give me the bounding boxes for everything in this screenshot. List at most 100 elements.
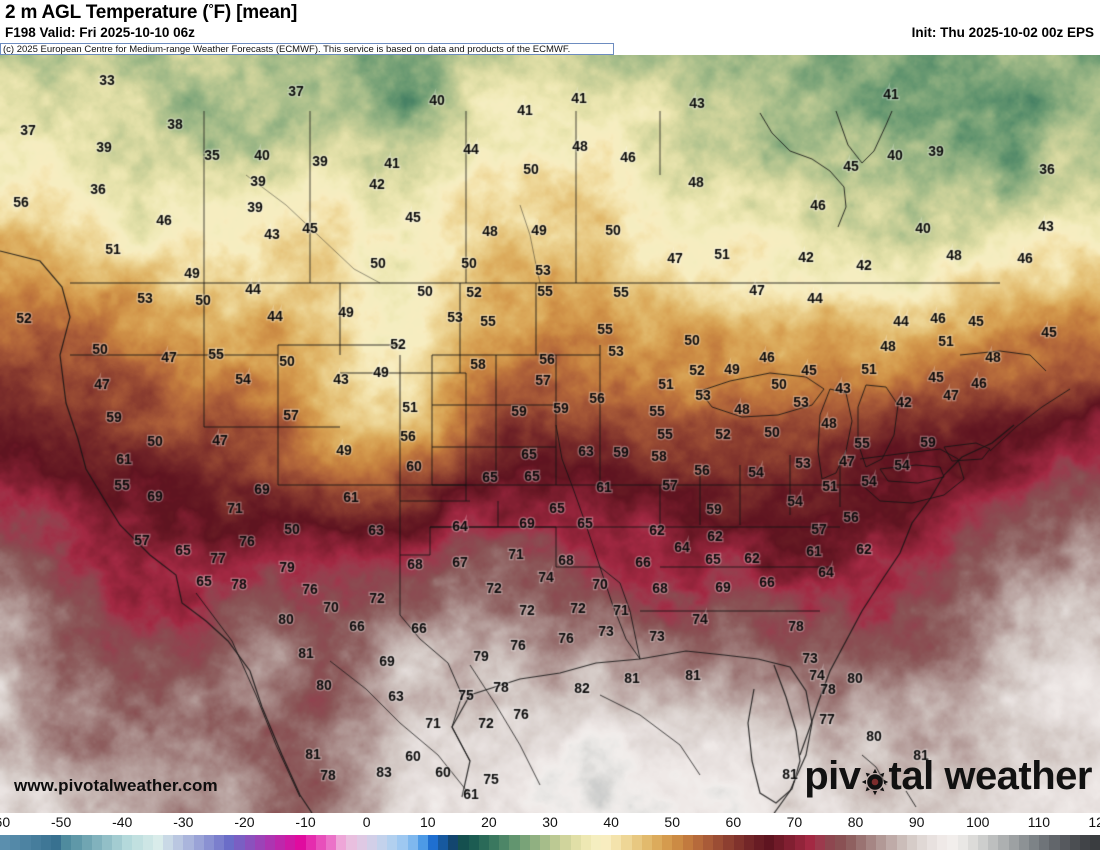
colorbar-swatch: [275, 835, 286, 850]
colorbar-swatch: [896, 835, 907, 850]
colorbar-swatch: [906, 835, 917, 850]
colorbar-swatch: [336, 835, 347, 850]
colorbar-swatch: [305, 835, 316, 850]
colorbar-swatch: [478, 835, 489, 850]
contour-value-labels: [0, 55, 1100, 813]
colorbar-swatch: [499, 835, 510, 850]
colorbar-swatch: [468, 835, 479, 850]
colorbar-swatch: [346, 835, 357, 850]
colorbar-swatch: [845, 835, 856, 850]
colorbar-swatch: [672, 835, 683, 850]
colorbar-swatch: [213, 835, 225, 850]
colorbar-tick-label: 60: [725, 814, 742, 830]
colorbar-tick-label: 20: [481, 814, 497, 830]
colorbar-swatch: [998, 835, 1009, 850]
colorbar-swatch: [631, 835, 642, 850]
colorbar-swatch: [30, 835, 41, 850]
colorbar-swatch: [193, 835, 204, 850]
colorbar-swatch: [753, 835, 765, 850]
valid-time-label: F198 Valid: Fri 2025-10-10 06z: [5, 25, 195, 40]
colorbar-swatch: [376, 835, 388, 850]
colorbar-swatch: [947, 835, 958, 850]
colorbar-swatch: [326, 835, 337, 850]
colorbar-swatch: [927, 835, 938, 850]
colorbar-swatch: [61, 835, 72, 850]
colorbar-swatch: [886, 835, 897, 850]
colorbar-swatch: [152, 835, 163, 850]
colorbar-tick-label: -50: [50, 814, 72, 830]
colorbar-swatch: [40, 835, 51, 850]
colorbar-swatch: [590, 835, 602, 850]
colorbar-tick-label: 40: [603, 814, 619, 830]
logo-text-pre: piv: [804, 754, 861, 798]
colorbar-swatch: [142, 835, 153, 850]
colorbar-swatch: [967, 835, 978, 850]
colorbar-swatch: [835, 835, 846, 850]
colorbar-swatch: [560, 835, 571, 850]
colorbar-swatch: [417, 835, 428, 850]
colorbar-swatch: [743, 835, 754, 850]
colorbar-swatch: [580, 835, 591, 850]
colorbar-swatch: [855, 835, 866, 850]
colorbar-tick-label: 100: [966, 814, 990, 830]
colorbar-swatch: [50, 835, 62, 850]
colorbar-swatch: [641, 835, 652, 850]
colorbar-tick-label: 0: [362, 814, 371, 830]
site-url: www.pivotalweather.com: [14, 776, 218, 795]
colorbar-swatch: [570, 835, 581, 850]
colorbar-swatch: [764, 835, 775, 850]
colorbar-swatch: [611, 835, 622, 850]
colorbar-swatch: [489, 835, 500, 850]
colorbar-gradient: [0, 835, 1100, 850]
colorbar-swatch: [550, 835, 561, 850]
colorbar-swatch: [10, 835, 21, 850]
colorbar-swatch: [163, 835, 174, 850]
colorbar-swatch: [713, 835, 724, 850]
colorbar-tick-label: -30: [173, 814, 194, 830]
colorbar-swatch: [234, 835, 245, 850]
attribution-text: (c) 2025 European Centre for Medium-rang…: [0, 43, 614, 55]
colorbar-tick-label: 110: [1027, 814, 1051, 830]
colorbar-swatch: [264, 835, 276, 850]
colorbar-swatch: [458, 835, 469, 850]
colorbar-tick-label: 80: [847, 814, 864, 830]
colorbar-swatch: [529, 835, 540, 850]
colorbar-swatch: [1059, 835, 1070, 850]
colorbar-swatch: [101, 835, 113, 850]
degree-symbol: °: [208, 1, 214, 16]
colorbar-swatch: [224, 835, 235, 850]
colorbar-tick-label: 120: [1088, 814, 1100, 830]
colorbar-swatch: [244, 835, 255, 850]
colorbar-swatch: [203, 835, 214, 850]
colorbar-swatch: [916, 835, 928, 850]
colorbar-tick-label: -60: [0, 814, 11, 830]
colorbar-swatch: [957, 835, 968, 850]
colorbar-swatch: [784, 835, 795, 850]
colorbar-swatch: [978, 835, 989, 850]
colorbar-swatch: [519, 835, 530, 850]
colorbar-swatch: [1079, 835, 1091, 850]
gear-icon: [860, 762, 890, 795]
colorbar: -60 -50 -40 -30 -20 -10 0 10 20 30 40 50 60 70 80 90 100…: [0, 813, 1100, 850]
colorbar-swatch: [1049, 835, 1060, 850]
colorbar-swatch: [804, 835, 815, 850]
colorbar-swatch: [682, 835, 693, 850]
colorbar-swatch: [183, 835, 194, 850]
colorbar-swatch: [539, 835, 551, 850]
map-canvas-container[interactable]: www.pivotalweather.com piv tal weather: [0, 55, 1100, 813]
colorbar-swatch: [662, 835, 673, 850]
colorbar-swatch: [692, 835, 703, 850]
colorbar-tick-label: 50: [664, 814, 681, 830]
colorbar-swatch: [794, 835, 805, 850]
colorbar-swatch: [397, 835, 408, 850]
colorbar-swatch: [1018, 835, 1029, 850]
colorbar-swatch: [285, 835, 296, 850]
colorbar-swatch: [438, 835, 449, 850]
colorbar-swatch: [876, 835, 887, 850]
colorbar-swatch: [132, 835, 143, 850]
colorbar-swatch: [1039, 835, 1050, 850]
colorbar-swatch: [601, 835, 612, 850]
colorbar-swatch: [1090, 835, 1100, 850]
logo-text-post: tal weather: [888, 754, 1093, 798]
